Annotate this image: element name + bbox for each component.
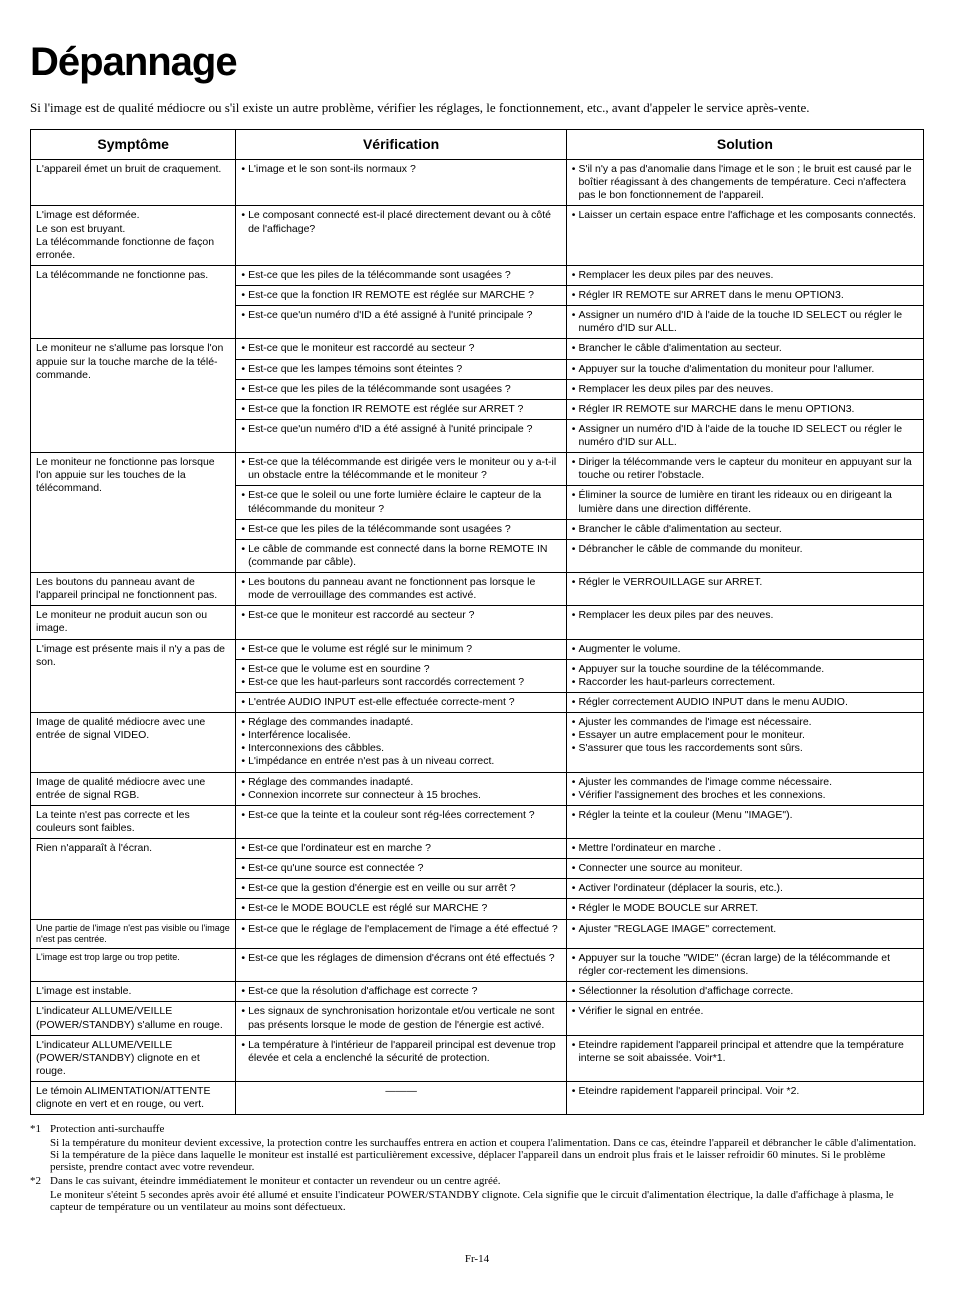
- table-row: L'image est trop large ou trop petite.Es…: [31, 949, 924, 982]
- table-row: Le témoin ALIMENTATION/ATTENTE clignote …: [31, 1082, 924, 1115]
- table-row: L'image est déformée.Le son est bruyant.…: [31, 206, 924, 266]
- troubleshoot-table: Symptôme Vérification Solution L'apparei…: [30, 129, 924, 1116]
- table-row: Rien n'apparaît à l'écran.Est-ce que l'o…: [31, 839, 924, 859]
- header-symptom: Symptôme: [31, 129, 236, 160]
- table-row: La télécommande ne fonctionne pas.Est-ce…: [31, 265, 924, 285]
- footnotes: *1Protection anti-surchauffeSi la tempér…: [30, 1123, 924, 1213]
- header-solution: Solution: [566, 129, 923, 160]
- intro-text: Si l'image est de qualité médiocre ou s'…: [30, 99, 924, 117]
- table-row: Image de qualité médiocre avec une entré…: [31, 713, 924, 773]
- table-row: L'indicateur ALLUME/VEILLE (POWER/STANDB…: [31, 1002, 924, 1035]
- page-title: Dépannage: [30, 40, 924, 85]
- header-verification: Vérification: [236, 129, 566, 160]
- table-row: Les boutons du panneau avant de l'appare…: [31, 573, 924, 606]
- table-row: L'appareil émet un bruit de craquement.L…: [31, 160, 924, 206]
- table-row: La teinte n'est pas correcte et les coul…: [31, 805, 924, 838]
- table-row: L'image est présente mais il n'y a pas d…: [31, 639, 924, 659]
- table-row: L'indicateur ALLUME/VEILLE (POWER/STANDB…: [31, 1035, 924, 1081]
- table-row: Le moniteur ne s'allume pas lorsque l'on…: [31, 339, 924, 359]
- table-row: Image de qualité médiocre avec une entré…: [31, 772, 924, 805]
- page-number: Fr-14: [30, 1253, 924, 1265]
- table-row: Le moniteur ne fonctionne pas lorsque l'…: [31, 453, 924, 486]
- table-row: Le moniteur ne produit aucun son ou imag…: [31, 606, 924, 639]
- table-row: Une partie de l'image n'est pas visible …: [31, 919, 924, 949]
- table-row: L'image est instable.Est-ce que la résol…: [31, 982, 924, 1002]
